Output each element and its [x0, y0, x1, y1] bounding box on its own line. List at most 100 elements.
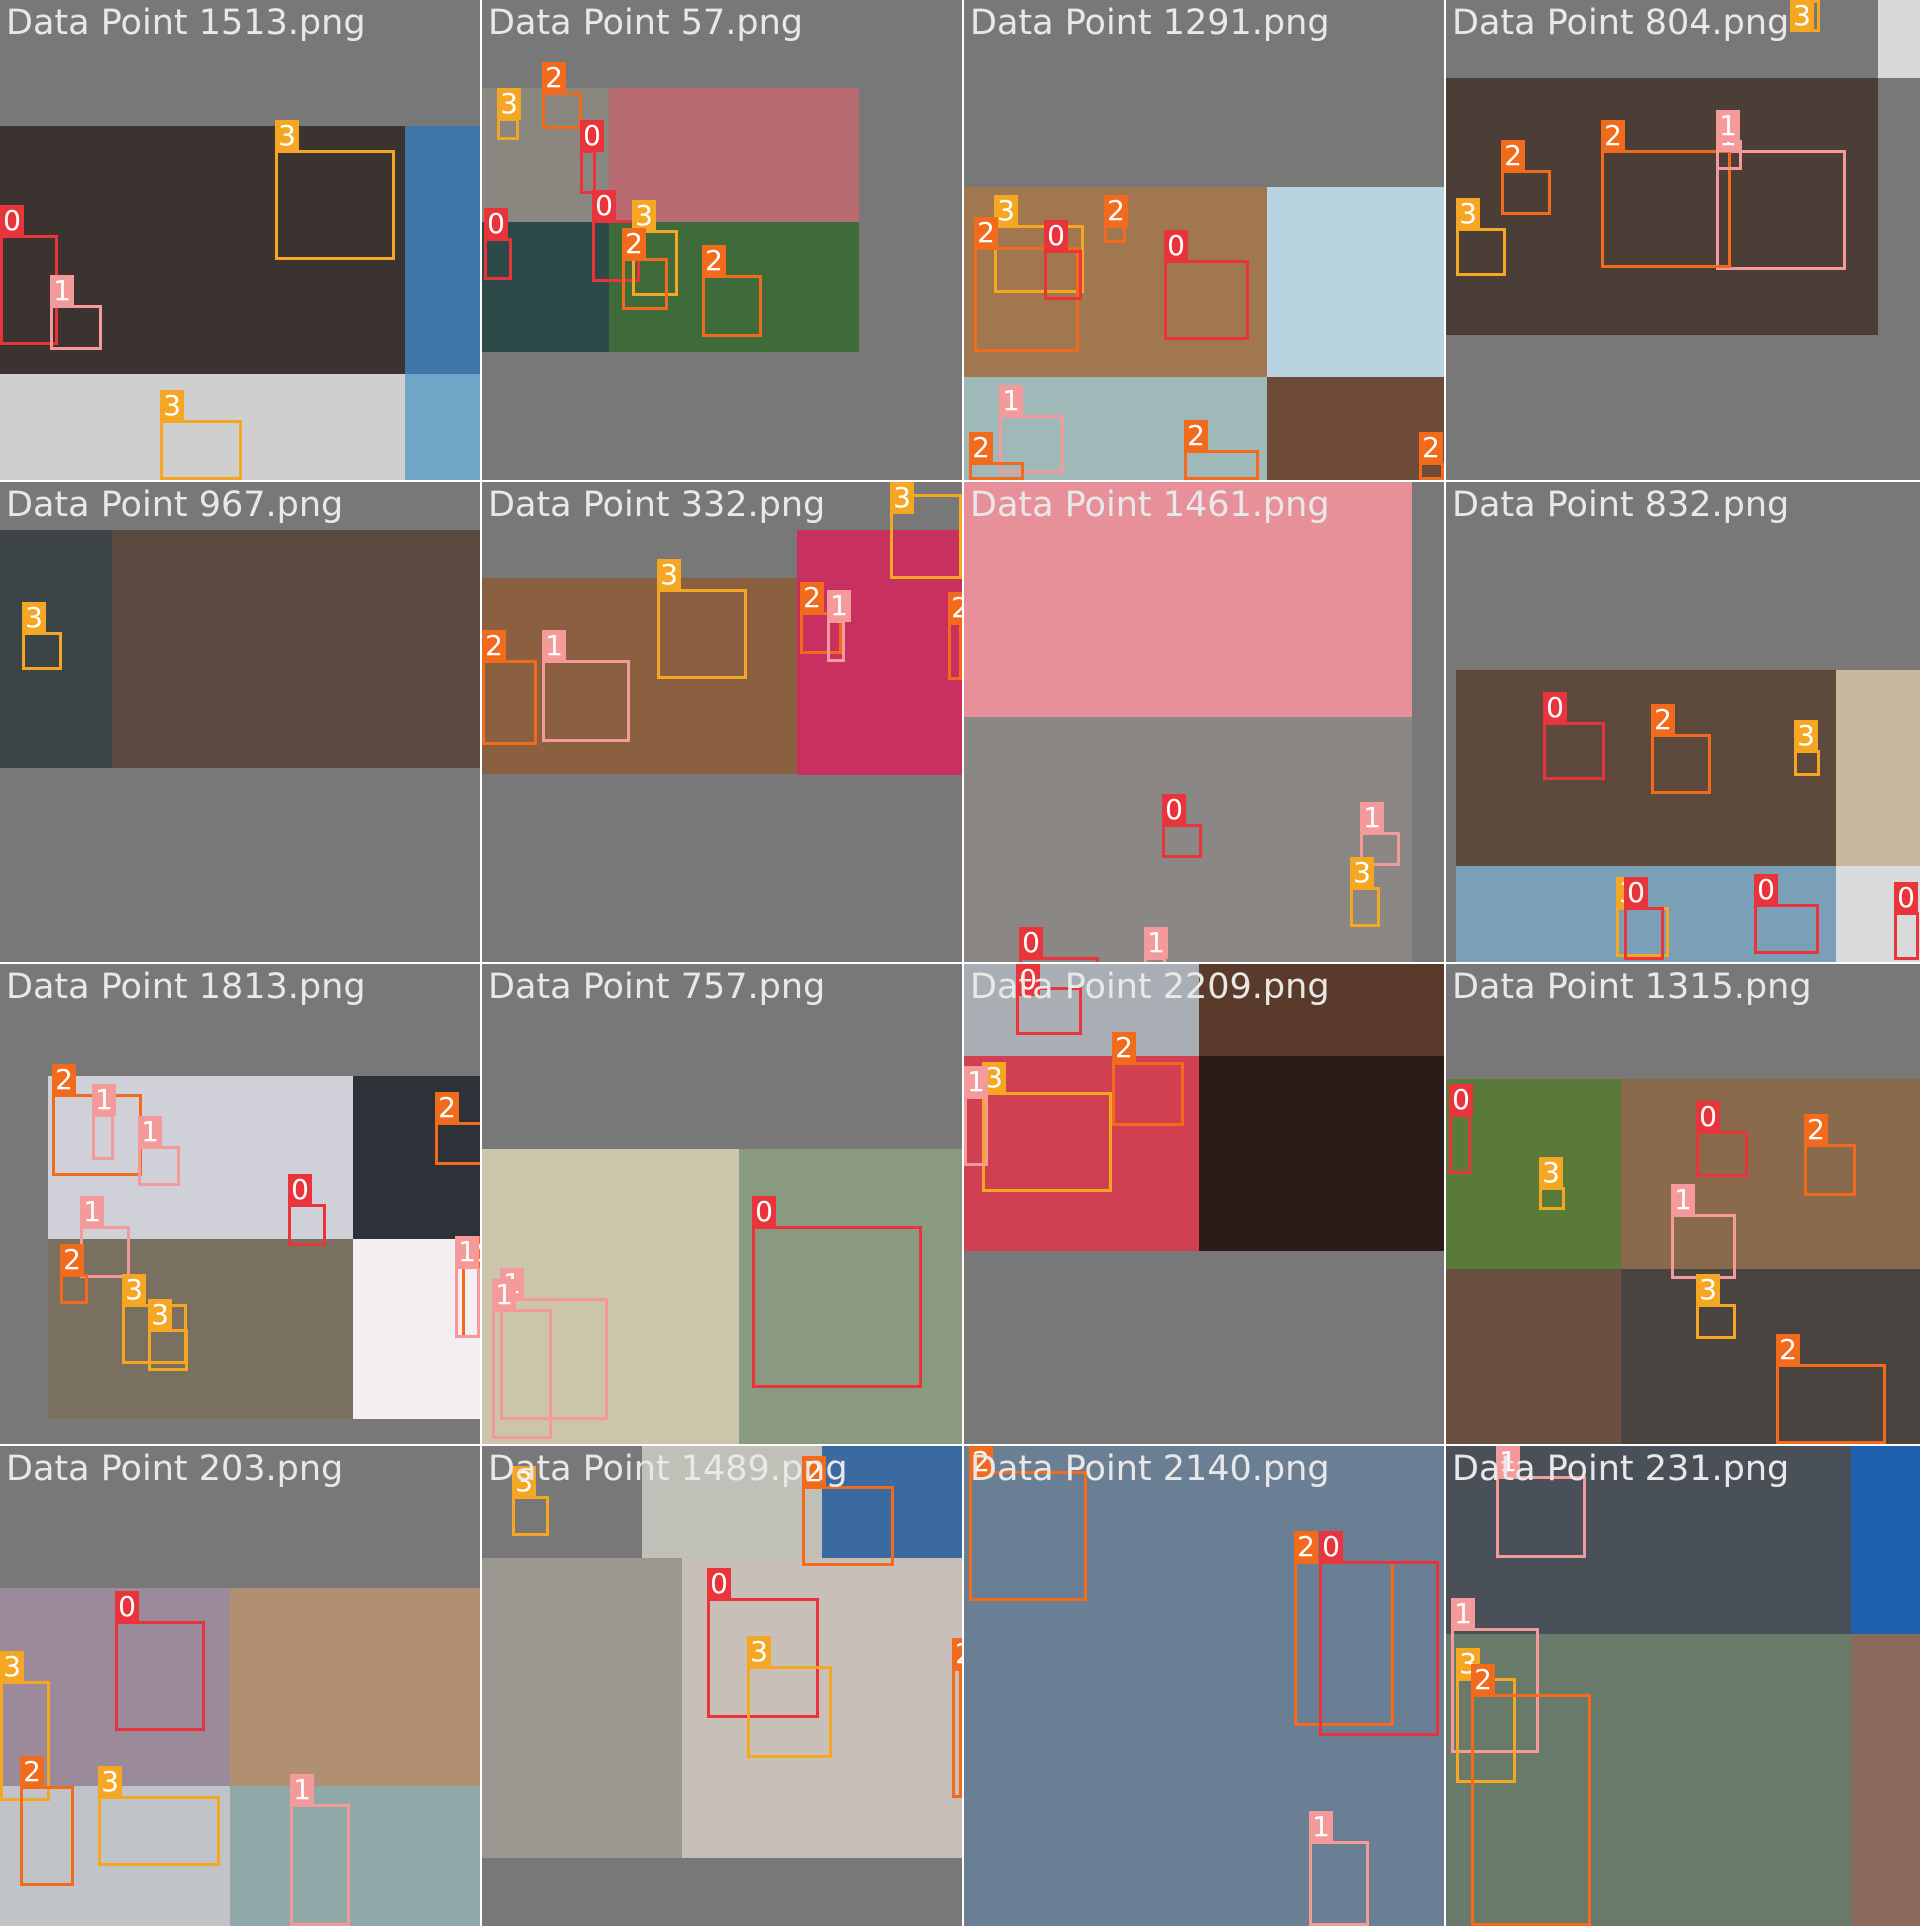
bounding-box-class-3: [22, 632, 62, 670]
bounding-box-class-1: [1451, 1628, 1539, 1753]
image-patch-empty-room: [482, 1558, 682, 1858]
box-class-label: 0: [1894, 882, 1918, 914]
bounding-box-class-3: [1456, 228, 1506, 276]
bounding-box-class-2: [1419, 462, 1444, 480]
box-class-label: 3: [148, 1299, 172, 1331]
image-patch-tabletop-dishes: [112, 530, 480, 768]
image-patch-pink-wall: [964, 482, 1412, 717]
box-class-label: 3: [747, 1636, 771, 1668]
box-class-label: 3: [512, 1466, 536, 1498]
bounding-box-class-0: [1162, 824, 1202, 858]
box-class-label: 1: [1451, 1598, 1475, 1630]
box-class-label: 0: [1696, 1101, 1720, 1133]
tile: 2 2 0 1 Data Point 2140.png: [964, 1446, 1444, 1926]
bounding-box-class-0: [1449, 1114, 1471, 1174]
box-class-label: 1: [542, 630, 566, 662]
image-patch-white-sculpture-hands: [0, 374, 405, 480]
bounding-box-class-1: [80, 1226, 130, 1278]
tile-title: Data Point 332.png: [488, 485, 826, 525]
bounding-box-class-3: [1350, 887, 1380, 927]
bounding-box-class-3: [890, 494, 962, 579]
tile: 0 0 2 3 1 3 2 Data Point 1315.png: [1446, 964, 1920, 1444]
box-class-label: 3: [1696, 1274, 1720, 1306]
image-patch-dark-aerial: [0, 530, 112, 768]
bounding-box-class-0: [1319, 1561, 1439, 1736]
image-patch-white-kitchen: [482, 1149, 739, 1444]
bounding-box-class-0: [752, 1226, 922, 1388]
box-class-label: 0: [1449, 1084, 1473, 1116]
bounding-box-class-3: [994, 225, 1084, 293]
bounding-box-class-1: [542, 660, 630, 742]
image-patch-wood-strip: [1199, 964, 1444, 1056]
box-class-label: 1: [50, 275, 74, 307]
tile-title: Data Point 1489.png: [488, 1449, 848, 1489]
box-class-label: 2: [1294, 1531, 1318, 1563]
bounding-box-class-2: [435, 1122, 480, 1165]
image-patch-colorful-ride: [405, 374, 480, 480]
bounding-box-class-0: [1754, 904, 1819, 954]
box-class-label: 3: [275, 120, 299, 152]
image-patch-dining-room: [1621, 1079, 1920, 1269]
box-class-label: 3: [890, 482, 914, 514]
bounding-box-class-2: [622, 258, 668, 310]
box-class-label: 0: [752, 1196, 776, 1228]
bounding-box-class-1: [50, 305, 102, 350]
box-class-label: 2: [482, 630, 506, 662]
box-class-label: 1: [1496, 1446, 1520, 1478]
box-class-label: 1: [964, 1066, 988, 1098]
tile-title: Data Point 1291.png: [970, 3, 1330, 43]
bounding-box-class-3: [148, 1329, 188, 1371]
box-class-label: 2: [542, 62, 566, 94]
image-patch-coffee-signs-wall: [682, 1558, 962, 1858]
tile: 0 3 2 3 1 Data Point 203.png: [0, 1446, 480, 1926]
image-patch-medical-room: [48, 1239, 353, 1419]
box-class-label: 3: [1790, 0, 1814, 32]
box-class-label: 2: [60, 1244, 84, 1276]
box-class-label: 2: [1804, 1114, 1828, 1146]
box-class-label: 3: [657, 559, 681, 591]
bounding-box-class-2: [1601, 150, 1731, 268]
bounding-box-class-1: [964, 1096, 988, 1166]
bounding-box-class-1: [138, 1146, 180, 1186]
box-class-label: 2: [969, 432, 993, 464]
tile-title: Data Point 231.png: [1452, 1449, 1790, 1489]
box-class-label: 3: [22, 602, 46, 634]
tile: 0233000Data Point 832.png: [1446, 482, 1920, 962]
box-class-label: 0: [1624, 877, 1648, 909]
bounding-box-class-0: [1019, 957, 1099, 962]
image-patch-lobby-blue-chairs: [964, 1446, 1444, 1926]
box-class-label: 2: [1501, 140, 1525, 172]
box-class-label: 0: [0, 205, 24, 237]
tile: 011Data Point 757.png: [482, 964, 962, 1444]
bounding-box-class-3: [0, 1681, 50, 1801]
tile-title: Data Point 2140.png: [970, 1449, 1330, 1489]
box-class-label: 2: [974, 217, 998, 249]
tile-title: Data Point 1513.png: [6, 3, 366, 43]
box-class-label: 2: [1776, 1334, 1800, 1366]
image-patch-objects-table: [1851, 1634, 1920, 1926]
box-class-label: 2: [702, 245, 726, 277]
tile: 3 Data Point 967.png: [0, 482, 480, 962]
tile: 3 0 1 3 Data Point 1513.png: [0, 0, 480, 480]
box-class-label: 1: [1309, 1811, 1333, 1843]
box-class-label: 2: [1184, 420, 1208, 452]
box-class-label: 0: [1164, 230, 1188, 262]
box-class-label: 2: [1471, 1664, 1495, 1696]
tile: 321231Data Point 804.png: [1446, 0, 1920, 480]
box-class-label: 2: [1112, 1032, 1136, 1064]
bounding-box-class-1: [92, 1114, 114, 1160]
box-class-label: 3: [1539, 1157, 1563, 1189]
bounding-box-class-1: [455, 1266, 480, 1338]
image-patch-dining-room: [1836, 670, 1920, 866]
box-class-label: 0: [288, 1174, 312, 1206]
bounding-box-class-0: [1164, 260, 1249, 340]
box-class-label: 0: [1754, 874, 1778, 906]
bounding-box-class-3: [275, 150, 395, 260]
box-class-label: 3: [632, 200, 656, 232]
bounding-box-class-1: [500, 1298, 608, 1420]
image-patch-blue-textured-wall: [405, 126, 480, 374]
box-class-label: 1: [999, 385, 1023, 417]
box-class-label: 1: [80, 1196, 104, 1228]
box-class-label: 0: [707, 1568, 731, 1600]
box-class-label: 2: [802, 1456, 826, 1488]
